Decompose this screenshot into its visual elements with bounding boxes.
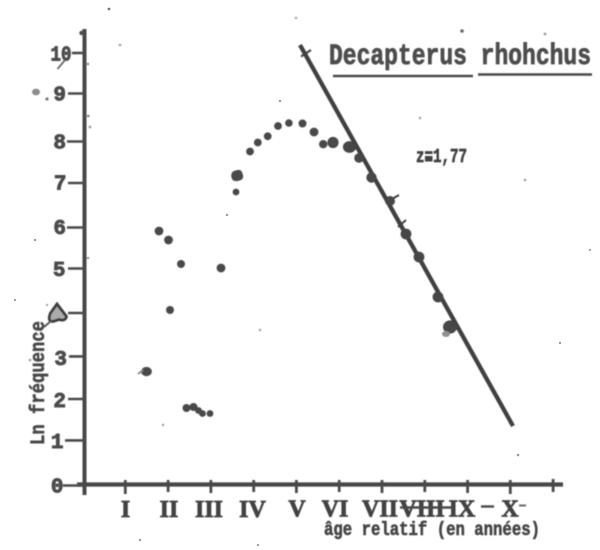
svg-text:VII: VII <box>362 497 398 523</box>
svg-text:9: 9 <box>53 85 66 108</box>
svg-text:Ln fréquence: Ln fréquence <box>28 321 51 445</box>
svg-text:âge relatif (en années): âge relatif (en années) <box>324 519 540 541</box>
svg-text:5: 5 <box>53 260 66 283</box>
svg-text:III: III <box>195 497 223 523</box>
svg-text:V: V <box>288 497 306 523</box>
svg-text:2: 2 <box>53 391 66 414</box>
svg-text:Decapterus rhohchus: Decapterus rhohchus <box>329 40 591 74</box>
svg-text:I: I <box>121 497 130 523</box>
svg-text:VIII: VIII <box>399 497 444 523</box>
svg-text:VI: VI <box>322 497 349 523</box>
svg-text:X: X <box>501 497 519 523</box>
svg-text:3: 3 <box>54 349 67 372</box>
svg-text:6: 6 <box>53 218 66 241</box>
svg-text:0: 0 <box>51 477 64 500</box>
svg-text:10: 10 <box>51 45 72 68</box>
svg-text:IV: IV <box>239 497 266 523</box>
svg-text:IX: IX <box>449 497 476 523</box>
svg-text:7: 7 <box>54 174 67 197</box>
svg-text:1: 1 <box>51 432 64 455</box>
svg-text:8: 8 <box>53 133 66 156</box>
svg-text:z=1,77: z=1,77 <box>416 146 467 168</box>
svg-text:II: II <box>160 497 179 523</box>
